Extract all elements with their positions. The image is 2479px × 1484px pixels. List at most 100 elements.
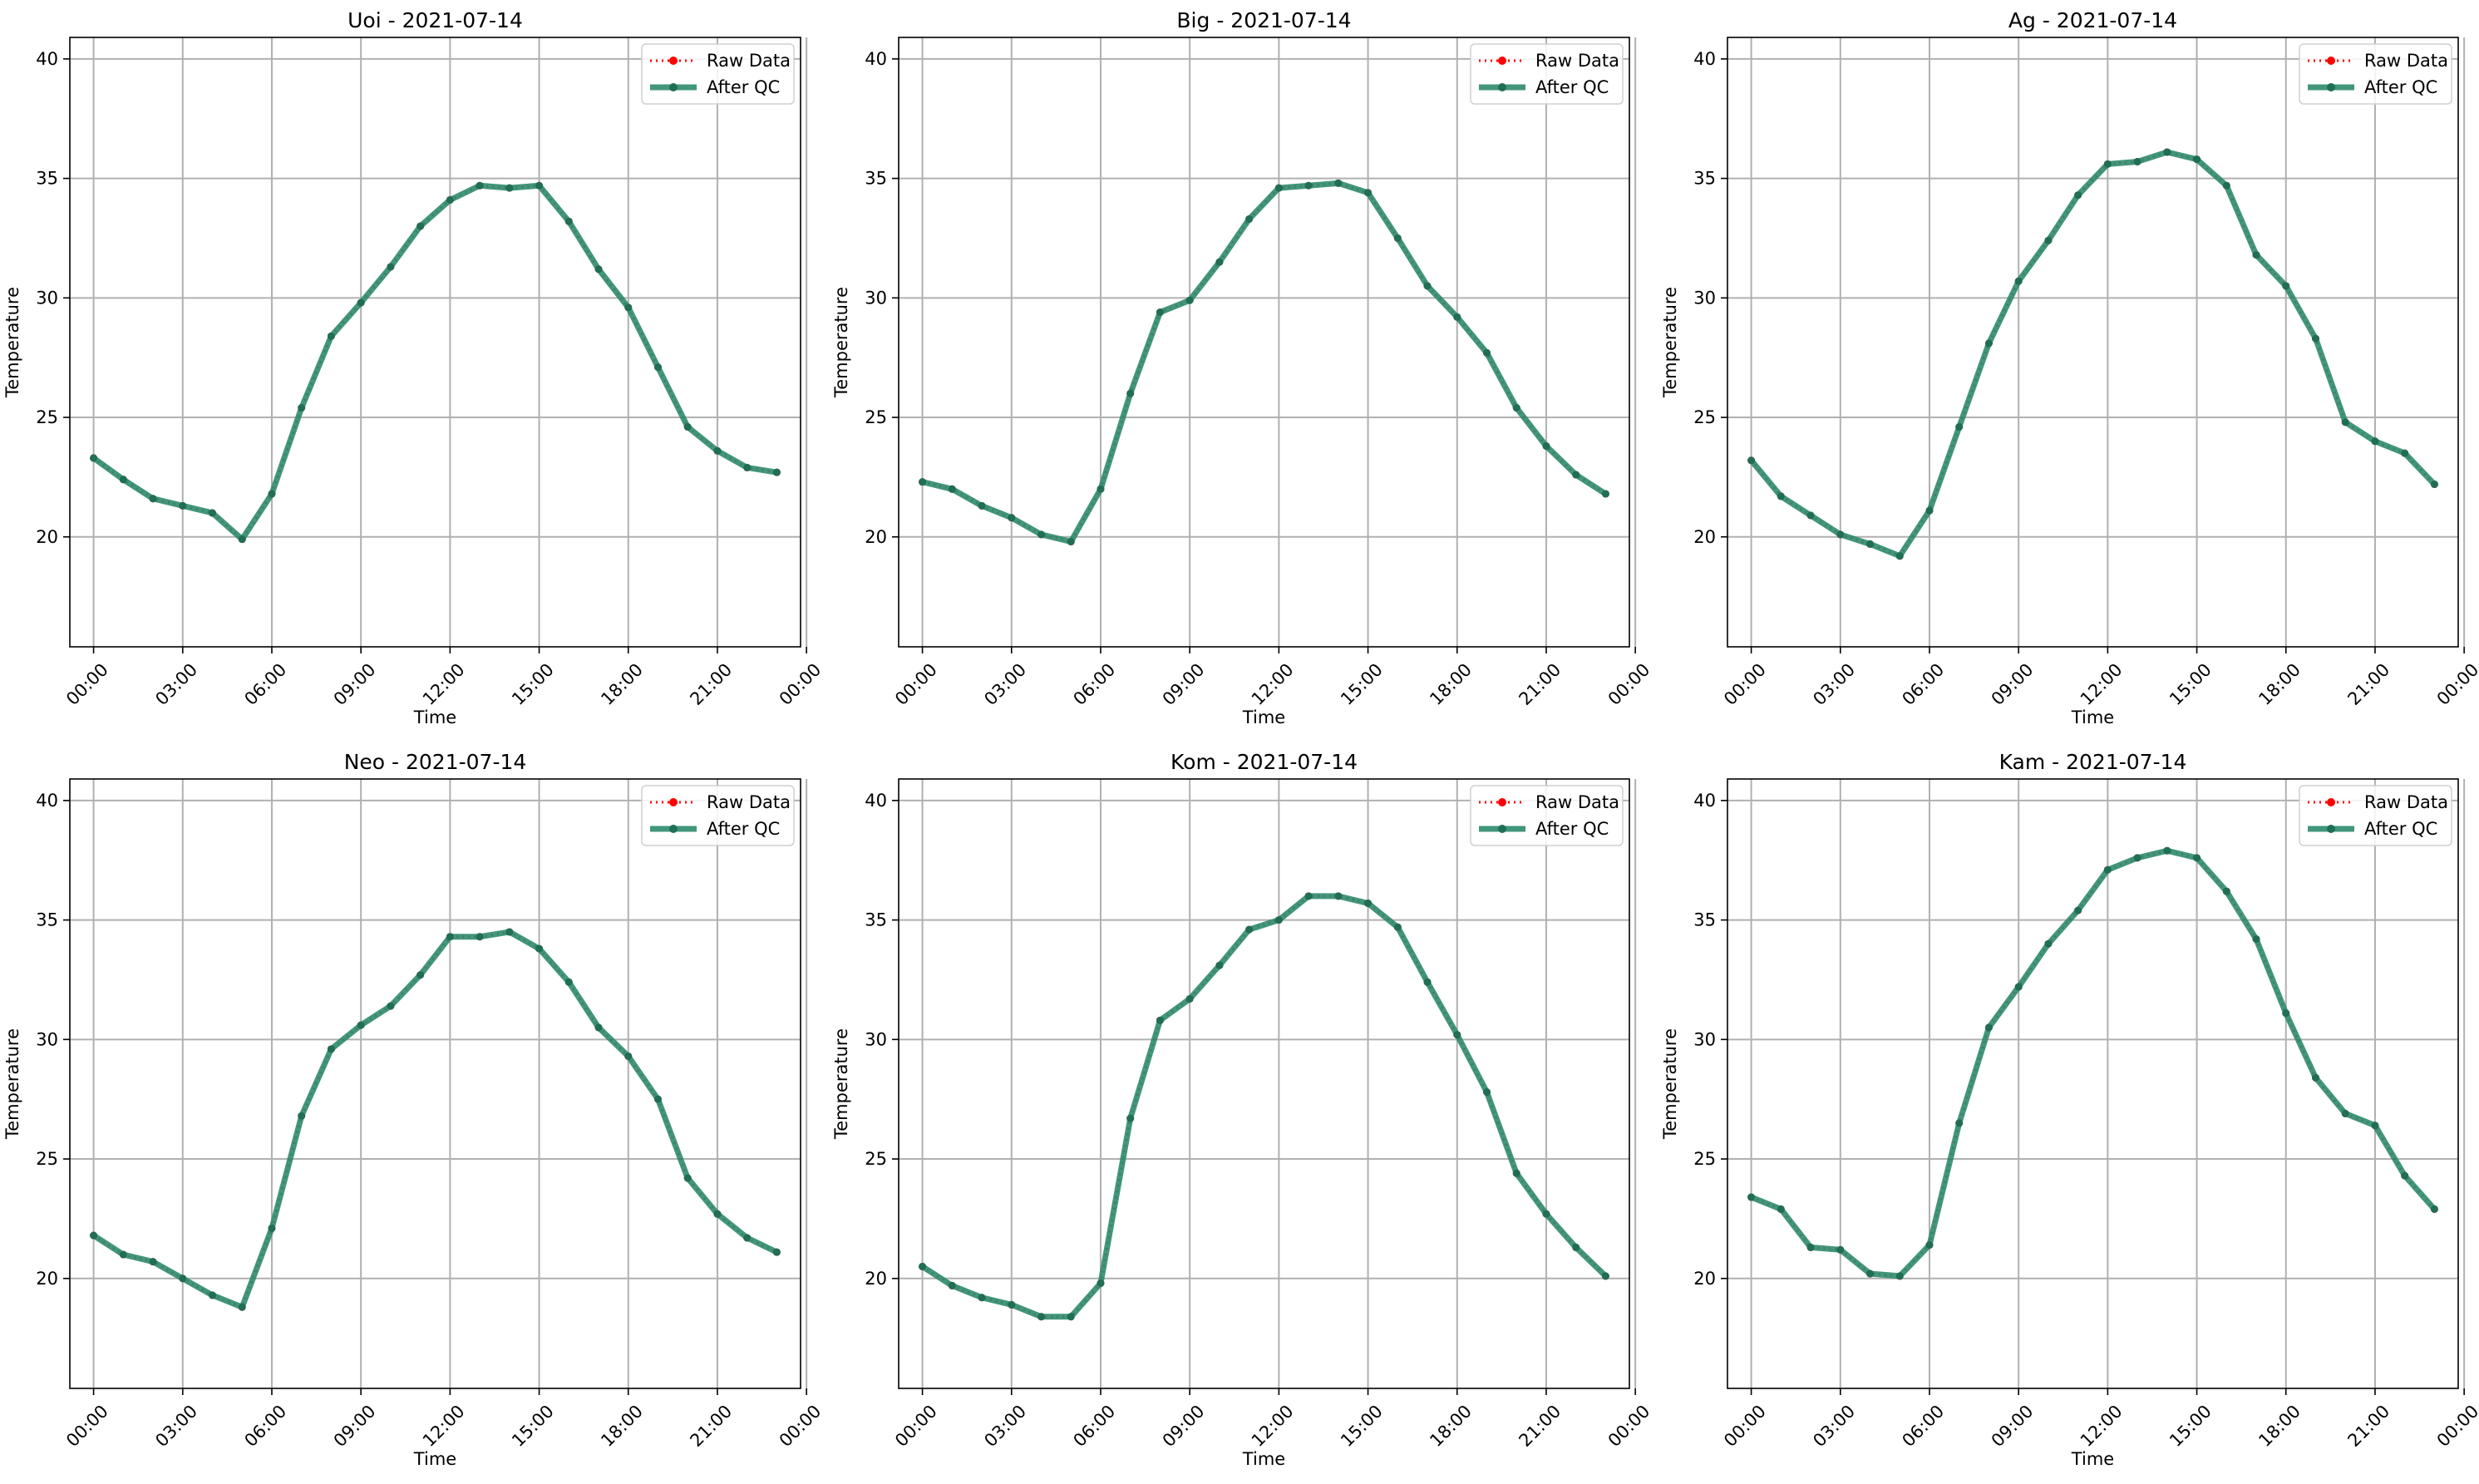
x-tick-label: 12:00 — [1248, 1401, 1298, 1451]
legend-raw-marker — [2327, 57, 2335, 65]
after-qc-point — [1304, 892, 1313, 900]
after-qc-point — [1572, 471, 1580, 479]
x-tick-label: 21:00 — [1515, 659, 1565, 709]
after-qc-point — [1364, 899, 1373, 907]
after-qc-point — [594, 1023, 603, 1032]
y-tick-label: 35 — [1693, 169, 1716, 189]
after-qc-point — [119, 1250, 127, 1259]
x-tick-label: 15:00 — [508, 659, 558, 709]
after-qc-point — [2371, 1122, 2379, 1130]
x-tick-label: 09:00 — [1159, 1401, 1209, 1451]
after-qc-point — [624, 303, 633, 312]
legend: Raw Data After QC — [641, 785, 795, 846]
y-tick-label: 40 — [1693, 49, 1716, 69]
after-qc-point — [1482, 348, 1491, 357]
axes-frame — [69, 778, 801, 1389]
after-qc-point — [179, 501, 187, 510]
axes-frame — [1727, 37, 2459, 648]
after-qc-point — [2163, 846, 2171, 855]
legend: Raw Data After QC — [1470, 43, 1624, 105]
y-tick-label: 30 — [1693, 288, 1716, 308]
x-axis-label: Time — [2071, 707, 2114, 727]
after-qc-point — [564, 217, 573, 225]
after-qc-point — [1423, 978, 1432, 986]
x-tick-label: 12:00 — [419, 1401, 469, 1451]
series-line-raw-data — [92, 184, 777, 541]
series-line-raw-data — [1750, 150, 2436, 558]
after-qc-point — [387, 1002, 395, 1010]
x-tick-label: 12:00 — [2077, 659, 2127, 709]
y-tick-label: 20 — [865, 527, 887, 547]
x-tick-label: 12:00 — [2077, 1401, 2127, 1451]
after-qc-point — [298, 1112, 306, 1120]
legend-qc-marker — [2327, 83, 2335, 91]
after-qc-point — [238, 535, 246, 544]
after-qc-point — [1037, 1313, 1046, 1321]
y-tick-label: 25 — [865, 1149, 887, 1169]
x-tick-label: 06:00 — [1898, 659, 1948, 709]
after-qc-point — [683, 423, 692, 431]
x-tick-label: 21:00 — [686, 1401, 736, 1451]
after-qc-point — [446, 195, 454, 204]
y-tick-label: 25 — [1693, 1149, 1716, 1169]
after-qc-point — [1185, 296, 1194, 304]
after-qc-point — [1955, 423, 1964, 431]
after-qc-point — [772, 468, 781, 476]
y-tick-label: 20 — [1693, 1269, 1716, 1289]
axes-frame — [1727, 778, 2459, 1389]
after-qc-point — [2282, 282, 2290, 290]
x-tick-label: 00:00 — [891, 659, 941, 709]
chart-panel-5: 20 25 30 35 40 00:00 03:00 06:00 09:00 12:00 15:00… — [831, 750, 1653, 1469]
series-line-after-qc — [1750, 847, 2437, 1279]
x-tick-label: 06:00 — [240, 1401, 290, 1451]
legend-qc-marker — [1498, 83, 1506, 91]
after-qc-point — [268, 1224, 276, 1232]
chart-title: Kom - 2021-07-14 — [1171, 750, 1358, 774]
after-qc-point — [357, 298, 365, 307]
after-qc-point — [2252, 935, 2260, 944]
x-tick-label: 15:00 — [508, 1401, 558, 1451]
after-qc-point — [1274, 184, 1283, 192]
legend-raw-marker — [2327, 798, 2335, 806]
after-qc-point — [743, 463, 752, 471]
after-qc-point — [1453, 313, 1461, 321]
y-tick-label: 35 — [1693, 910, 1716, 930]
legend-qc-label: After QC — [1535, 819, 1609, 839]
x-tick-label: 00:00 — [891, 1401, 941, 1451]
x-tick-label: 06:00 — [1898, 1401, 1948, 1451]
after-qc-point — [948, 1281, 956, 1289]
after-qc-point — [1866, 540, 1875, 548]
after-qc-point — [2044, 939, 2053, 948]
x-tick-label: 18:00 — [1426, 1401, 1476, 1451]
after-qc-point — [1423, 282, 1432, 290]
y-axis-label: Temperature — [2, 1028, 22, 1140]
chart-title: Big - 2021-07-14 — [1176, 8, 1351, 32]
legend-raw-label: Raw Data — [707, 51, 791, 71]
after-qc-point — [535, 944, 544, 953]
after-qc-point — [1572, 1243, 1580, 1251]
series-line-after-qc — [920, 893, 1608, 1320]
y-axis-label: Temperature — [1660, 287, 1680, 398]
x-tick-label: 00:00 — [2433, 659, 2479, 709]
after-qc-point — [2311, 1073, 2319, 1082]
after-qc-point — [2103, 865, 2112, 874]
legend-qc-label: After QC — [707, 77, 780, 97]
x-tick-label: 00:00 — [62, 659, 112, 709]
y-tick-label: 20 — [1693, 527, 1716, 547]
after-qc-point — [1126, 389, 1135, 397]
after-qc-point — [1806, 511, 1815, 520]
x-axis-label: Time — [1242, 707, 1285, 727]
series-line-raw-data — [922, 181, 1607, 544]
after-qc-point — [772, 1248, 781, 1256]
after-qc-point — [1364, 189, 1373, 197]
y-axis-label: Temperature — [831, 287, 851, 398]
after-qc-point — [594, 265, 603, 274]
x-tick-label: 03:00 — [1809, 1401, 1859, 1451]
after-qc-point — [209, 509, 217, 517]
after-qc-point — [268, 490, 276, 498]
x-axis-label: Time — [413, 1449, 456, 1469]
x-tick-label: 21:00 — [2343, 1401, 2393, 1451]
x-tick-label: 00:00 — [1720, 1401, 1770, 1451]
x-tick-label: 21:00 — [686, 659, 736, 709]
legend-raw-label: Raw Data — [1535, 792, 1619, 812]
